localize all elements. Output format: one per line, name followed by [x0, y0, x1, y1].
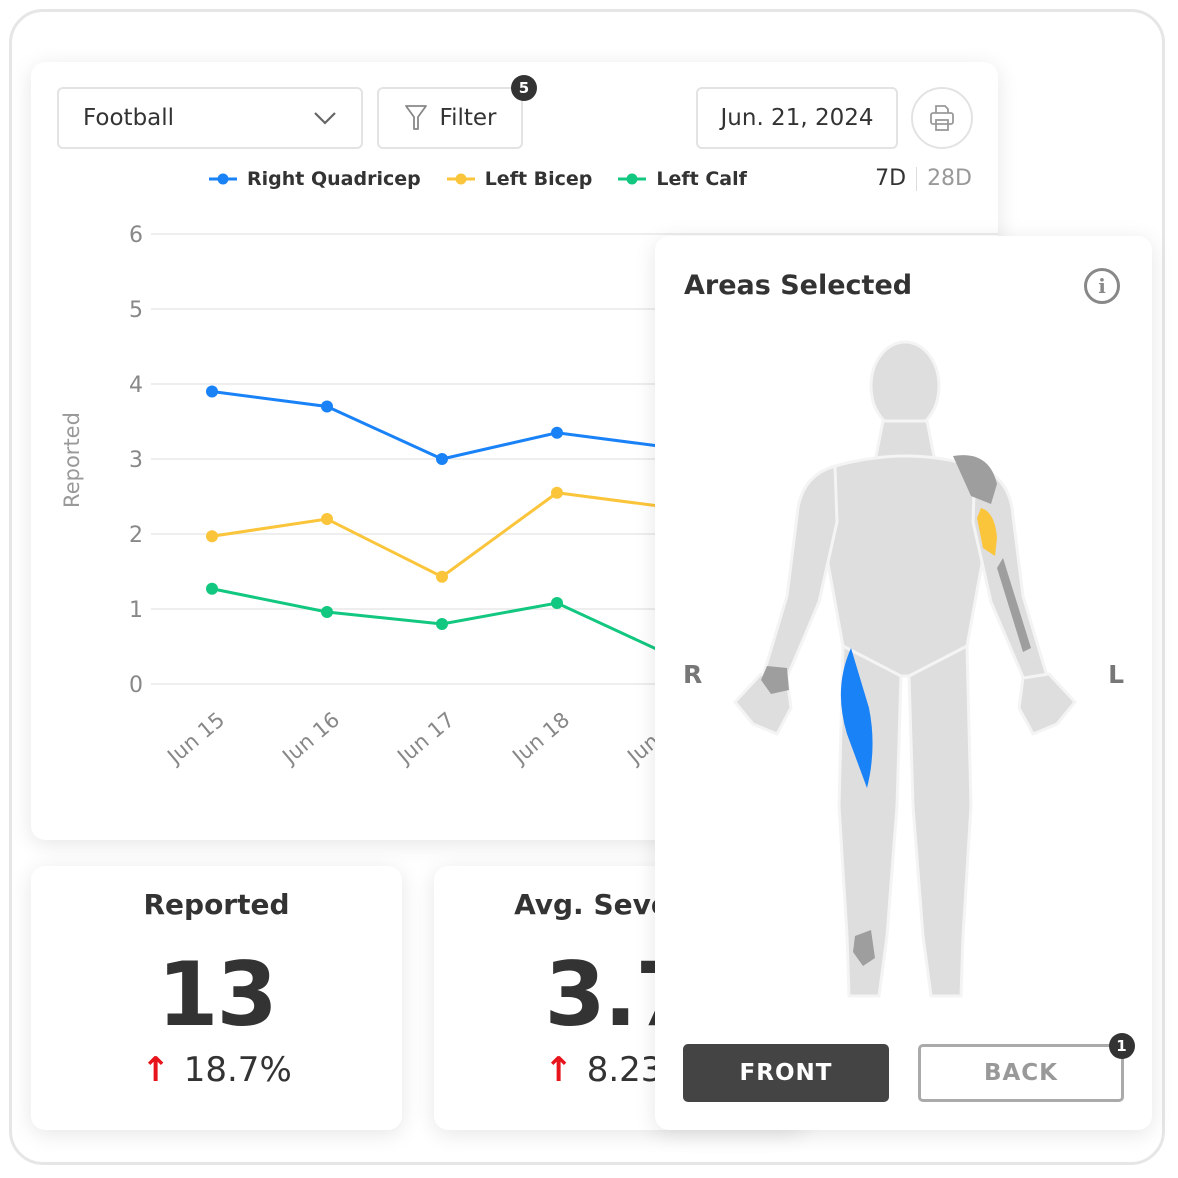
chevron-down-icon — [314, 112, 336, 125]
x-tick-label: Jun 17 — [392, 707, 460, 769]
y-tick-label: 4 — [129, 373, 143, 398]
stat-value: 13 — [157, 943, 277, 1046]
divider — [916, 166, 918, 191]
head — [869, 340, 941, 432]
legend-label: Left Calf — [656, 168, 747, 190]
legend-label: Right Quadricep — [247, 168, 421, 190]
legend-item[interactable]: Left Bicep — [446, 168, 593, 190]
back-button[interactable]: BACK 1 — [918, 1033, 1135, 1102]
data-point — [436, 570, 448, 583]
data-point — [206, 385, 218, 398]
legend-marker-icon — [446, 173, 475, 185]
data-point — [436, 618, 448, 630]
range-toggle: 7D 28D — [875, 166, 972, 191]
legend-label: Left Bicep — [484, 168, 593, 190]
right-quadricep-highlight[interactable] — [840, 648, 873, 788]
data-point — [321, 513, 333, 525]
front-button[interactable]: FRONT — [683, 1044, 889, 1102]
right-ankle-highlight[interactable] — [853, 930, 875, 966]
left-leg — [907, 643, 973, 998]
x-tick-label: Jun 18 — [507, 707, 575, 769]
stat-card-reported: Reported 13 ↑ 18.7% — [31, 866, 402, 1130]
info-icon[interactable]: i — [1084, 268, 1120, 304]
arrow-up-icon: ↑ — [141, 1050, 170, 1090]
left-bicep-highlight[interactable] — [977, 508, 997, 556]
stat-change: 18.7% — [183, 1050, 292, 1090]
date-picker[interactable]: Jun. 21, 2024 — [696, 87, 898, 149]
data-point — [551, 486, 563, 499]
series-line — [211, 390, 673, 461]
filter-count-badge: 5 — [511, 75, 537, 101]
range-7d[interactable]: 7D — [875, 166, 907, 191]
left-hand — [1017, 672, 1077, 736]
y-tick-label: 3 — [129, 448, 143, 473]
torso — [821, 454, 989, 678]
body-map-front[interactable] — [725, 336, 1085, 1016]
data-point — [551, 426, 563, 439]
filter-button[interactable]: Filter 5 — [377, 75, 537, 149]
right-arm — [761, 464, 839, 684]
legend-marker-icon — [618, 173, 647, 185]
legend-item[interactable]: Left Calf — [618, 168, 747, 190]
data-point — [321, 400, 333, 413]
sport-select-value: Football — [83, 105, 175, 131]
y-tick-label: 1 — [129, 598, 143, 623]
x-tick-label: Jun 16 — [277, 707, 345, 769]
sport-select[interactable]: Football — [57, 87, 363, 149]
back-count-badge: 1 — [1109, 1033, 1135, 1059]
back-label: BACK — [983, 1060, 1059, 1086]
arrow-up-icon: ↑ — [544, 1050, 573, 1090]
left-side-label: L — [1108, 660, 1124, 689]
y-axis-label: Reported — [60, 412, 84, 508]
stat-title: Reported — [143, 888, 290, 921]
y-tick-label: 5 — [129, 298, 143, 323]
panel-title: Areas Selected — [684, 270, 913, 301]
chart-legend: Right Quadricep Left Bicep Left Calf — [209, 168, 747, 190]
y-tick-label: 2 — [129, 523, 143, 548]
data-point — [206, 530, 218, 543]
data-point — [436, 453, 448, 465]
right-hand-highlight[interactable] — [761, 666, 789, 694]
print-button[interactable] — [911, 87, 973, 149]
filter-label: Filter — [439, 105, 497, 131]
x-tick-label: Jun 15 — [162, 707, 230, 769]
data-point — [551, 597, 563, 609]
left-forearm-highlight[interactable] — [997, 558, 1031, 652]
legend-marker-icon — [209, 173, 237, 185]
data-point — [206, 582, 218, 595]
printer-icon — [930, 105, 954, 131]
funnel-icon — [404, 105, 427, 130]
range-28d[interactable]: 28D — [927, 166, 972, 191]
chart-card: Football Filter 5 Jun. 21, 2024 Right Qu… — [31, 62, 998, 840]
left-shoulder-highlight[interactable] — [953, 455, 997, 504]
y-tick-label: 6 — [129, 223, 143, 248]
data-point — [321, 606, 333, 618]
right-side-label: R — [683, 660, 703, 689]
legend-item[interactable]: Right Quadricep — [209, 168, 421, 190]
y-tick-label: 0 — [129, 673, 143, 698]
areas-selected-panel: Areas Selected i R L FRONT BACK 1 — [655, 236, 1152, 1130]
